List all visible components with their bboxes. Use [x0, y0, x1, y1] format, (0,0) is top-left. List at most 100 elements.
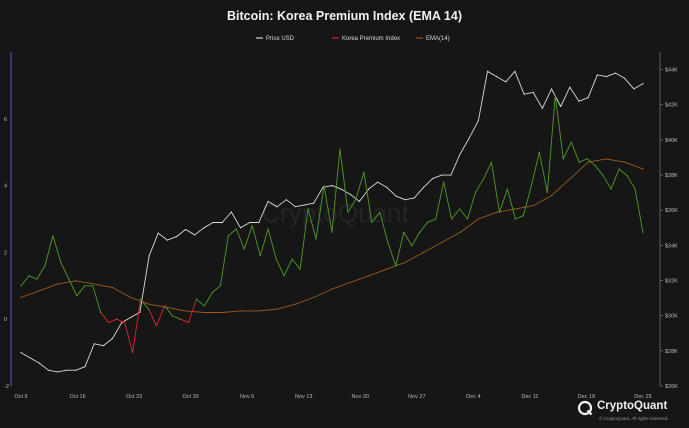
ema-line-point [496, 211, 498, 213]
premium-point [227, 235, 229, 237]
ema-line-point [258, 310, 260, 312]
ema-line-point [367, 275, 370, 277]
price-line-point [84, 366, 86, 368]
ema-line-point [441, 241, 443, 243]
premium-segment [355, 171, 365, 200]
premium-segment [172, 315, 181, 320]
premium-segment [530, 151, 540, 187]
price-line-point [477, 119, 479, 122]
ema-line-point [532, 205, 534, 207]
premium-segment [291, 258, 301, 270]
price-line-point [285, 199, 287, 201]
ema-line-point [422, 251, 425, 253]
premium-point [140, 298, 142, 300]
price-line-point [121, 322, 123, 324]
ema-line-point [349, 281, 351, 284]
premium-segment [156, 305, 165, 327]
ema-line-point [185, 310, 187, 312]
premium-segment [92, 285, 102, 313]
price-line-point [596, 74, 598, 76]
price-line-point [20, 352, 22, 354]
premium-segment [634, 188, 644, 233]
ema-line-point [331, 288, 333, 290]
premium-point [243, 248, 245, 250]
price-line-point [102, 344, 104, 347]
price-line-point [578, 100, 580, 102]
premium-segment [522, 185, 532, 217]
premium-segment [618, 168, 628, 177]
premium-segment [331, 148, 341, 233]
premium-point [195, 298, 198, 300]
premium-point [116, 318, 118, 320]
price-line-point [367, 188, 370, 190]
premium-segment [235, 228, 245, 250]
premium-point [155, 325, 158, 327]
price-line-point [221, 221, 223, 224]
right-tick-label: $42K [665, 103, 678, 109]
premium-point [506, 188, 509, 190]
premium-point [514, 218, 517, 220]
price-line-point [47, 369, 50, 371]
ema-line-point [56, 283, 59, 285]
brand-copyright: © CryptoQuant. All rights reserved. [599, 416, 669, 421]
premium-segment [60, 261, 70, 280]
x-tick-label: Oct 23 [126, 394, 142, 400]
premium-point [474, 191, 477, 193]
premium-segment [514, 215, 524, 220]
premium-point [594, 164, 596, 167]
premium-segment [219, 235, 229, 287]
right-tick-label: $26K [665, 384, 678, 390]
premium-point [60, 261, 62, 264]
ema-line-point [166, 306, 168, 309]
premium-segment [275, 258, 285, 277]
ema-line-point [276, 308, 278, 310]
chart-legend: Price USD Korea Premium Index EMA(14) [256, 36, 450, 42]
price-line-point [212, 221, 214, 224]
ema-line-point [111, 286, 114, 289]
ema-line-point [605, 158, 608, 160]
premium-point [187, 321, 190, 324]
x-tick-label: Oct 30 [183, 394, 199, 400]
premium-point [538, 151, 540, 153]
premium-segment [116, 318, 126, 323]
price-line-point [422, 186, 425, 188]
price-line-point [66, 369, 68, 371]
premium-segment [578, 158, 588, 163]
premium-segment [299, 208, 309, 270]
price-line-point [349, 193, 351, 195]
right-tick-label: $36K [665, 208, 678, 214]
price-line-point [505, 81, 507, 83]
premium-segment [243, 225, 253, 250]
price-line-point [550, 88, 553, 90]
premium-point [458, 208, 461, 210]
ema-line-point [20, 296, 22, 299]
premium-segment [562, 141, 572, 160]
premium-point [132, 352, 134, 354]
premium-point [307, 208, 309, 210]
ema-line-point [93, 283, 95, 285]
ema-line-point [514, 208, 516, 210]
price-line-point [139, 311, 141, 313]
right-axis-ticks: $26K $28K $30K $32K $34K $36K $38K $40K $42K $44K [660, 68, 678, 390]
price-line-point [614, 72, 617, 74]
premium-segment [100, 312, 110, 323]
price-line-point [29, 357, 31, 359]
premium-segment [267, 228, 277, 260]
price-line-point [267, 200, 269, 203]
price-line-point [486, 70, 489, 72]
price-line-point [395, 195, 397, 197]
premium-segment [315, 185, 325, 240]
x-tick-label: Dec 25 [634, 394, 651, 400]
premium-segment [538, 151, 548, 193]
premium-point [203, 305, 206, 307]
ema-line-point [313, 296, 315, 299]
x-tick-label: Dec 18 [578, 394, 595, 400]
premium-point [219, 285, 221, 287]
premium-point [251, 225, 253, 227]
premium-segment [411, 231, 421, 247]
premium-point [586, 158, 588, 160]
left-tick-label: 6 [4, 117, 7, 123]
price-line-point [541, 107, 543, 109]
price-line-point [166, 239, 168, 241]
price-line-point [633, 88, 635, 90]
